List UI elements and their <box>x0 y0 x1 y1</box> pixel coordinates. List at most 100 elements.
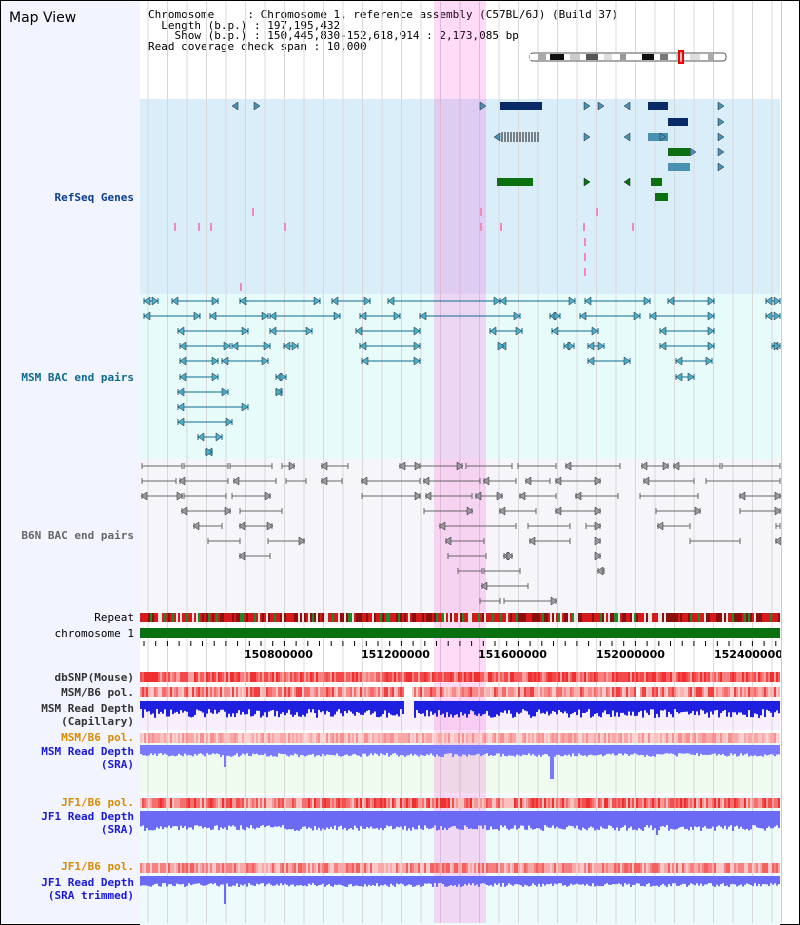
msm-b6-pol-cell <box>222 687 224 697</box>
jf1-pol-label[interactable]: JF1/B6 pol. <box>61 796 134 809</box>
msm-depth-sra-label-1[interactable]: MSM Read Depth <box>41 745 134 758</box>
msm-capillary-depth-bar <box>376 701 378 717</box>
repeat-element <box>490 613 492 622</box>
dbsnp-cell <box>636 672 638 682</box>
msm-b6-pol2-cell <box>584 733 586 743</box>
msm-b6-pol-label[interactable]: MSM/B6 pol. <box>61 686 134 699</box>
jf1-sra-depth-bar <box>430 811 432 829</box>
jf1-pol2-cell <box>332 863 334 873</box>
repeat-element <box>334 613 336 622</box>
msm-sra-depth-bar <box>494 745 496 756</box>
jf1-sra-depth-bar <box>672 811 674 830</box>
b6n-bac-label[interactable]: B6N BAC end pairs <box>21 529 134 542</box>
msm-capillary-depth-bar <box>702 701 704 711</box>
dbsnp-cell <box>470 672 472 682</box>
msm-b6-pol-cell <box>480 687 482 697</box>
msm-b6-pol-cell <box>544 687 546 697</box>
refseq-genes-label[interactable]: RefSeq Genes <box>54 191 134 204</box>
jf1-pol-cell <box>376 798 378 808</box>
jf1-trim-depth-bar <box>432 876 434 887</box>
msm-b6-pol2-cell <box>720 733 722 743</box>
msm-b6-pol2-cell <box>238 733 240 743</box>
dbsnp-cell <box>610 672 612 682</box>
jf1-trim-depth-bar <box>220 876 222 885</box>
jf1-depth-label-1[interactable]: JF1 Read Depth <box>41 810 134 823</box>
vertical-scrollbar[interactable] <box>781 1 799 923</box>
repeat-element <box>778 613 780 622</box>
jf1-pol-cell <box>164 798 166 808</box>
msm-sra-depth-bar <box>408 745 410 756</box>
jf1-trim-depth-bar <box>224 876 226 904</box>
jf1-trim-depth-bar <box>528 876 530 887</box>
jf1-trim-depth-bar <box>230 876 232 887</box>
jf1-pol2-cell <box>408 863 410 873</box>
msm-b6-pol2-cell <box>320 733 322 743</box>
repeat-element <box>452 613 454 622</box>
msm-sra-depth-bar <box>314 745 316 757</box>
jf1-sra-depth-bar <box>194 811 196 826</box>
repeat-element <box>450 613 452 622</box>
msm-b6-pol-cell <box>710 687 712 697</box>
jf1-pol-cell <box>222 798 224 808</box>
jf1-pol-cell <box>150 798 152 808</box>
jf1-pol2-cell <box>476 863 478 873</box>
jf1-pol-cell <box>676 798 678 808</box>
msm-capillary-depth-bar <box>548 701 550 716</box>
jf1-pol-cell <box>174 798 176 808</box>
msm-capillary-depth-bar <box>774 701 776 713</box>
msm-bac-end <box>515 326 523 336</box>
jf1-sra-depth-bar <box>172 811 174 827</box>
jf1-pol2-cell <box>236 863 238 873</box>
msm-b6-pol2-cell <box>422 733 424 743</box>
jf1-pol-cell <box>292 798 294 808</box>
msm-capillary-depth-bar <box>706 701 708 713</box>
dbsnp-label[interactable]: dbSNP(Mouse) <box>54 671 134 684</box>
jf1-sra-depth-bar <box>706 811 708 829</box>
msm-b6-pol2-cell <box>348 733 350 743</box>
msm-b6-pol2-label[interactable]: MSM/B6 pol. <box>61 731 134 744</box>
selected-region-highlight[interactable] <box>434 1 486 923</box>
msm-sra-depth-bar <box>372 745 374 756</box>
jf1-pol2-cell <box>364 863 366 873</box>
msm-depth-cap-label-1[interactable]: MSM Read Depth <box>41 702 134 715</box>
dbsnp-cell <box>242 672 244 682</box>
msm-b6-pol-cell <box>384 687 386 697</box>
jf1-pol2-cell <box>694 863 696 873</box>
dbsnp-cell <box>196 672 198 682</box>
jf1-trim-depth-bar <box>366 876 368 887</box>
jf1-trim-depth-bar <box>374 876 376 886</box>
jf1-trim-label-1[interactable]: JF1 Read Depth <box>41 876 134 889</box>
jf1-pol2-cell <box>636 863 638 873</box>
msm-sra-depth-bar <box>474 745 476 756</box>
dbsnp-cell <box>480 672 482 682</box>
jf1-sra-depth-bar <box>332 811 334 829</box>
msm-bac-label[interactable]: MSM BAC end pairs <box>21 371 134 384</box>
jf1-pol-cell <box>236 798 238 808</box>
msm-b6-pol-cell <box>422 687 424 697</box>
msm-capillary-depth-bar <box>732 701 734 713</box>
jf1-pol-cell <box>306 798 308 808</box>
jf1-trim-depth-bar <box>594 876 596 887</box>
msm-capillary-depth-bar <box>742 701 744 715</box>
jf1-pol2-cell <box>296 863 298 873</box>
msm-sra-depth-bar <box>438 745 440 757</box>
msm-b6-pol2-cell <box>676 733 678 743</box>
msm-b6-pol-cell <box>232 687 234 697</box>
jf1-trim-depth-bar <box>358 876 360 887</box>
msm-sra-depth-bar <box>216 745 218 754</box>
msm-sra-depth-bar <box>392 745 394 754</box>
msm-capillary-depth-bar <box>746 701 748 717</box>
msm-capillary-depth-bar <box>538 701 540 710</box>
msm-capillary-depth-bar <box>336 701 338 712</box>
msm-b6-pol2-cell <box>568 733 570 743</box>
jf1-trim-depth-bar <box>732 876 734 884</box>
msm-capillary-depth-bar <box>648 701 650 715</box>
msm-sra-depth-bar <box>592 745 594 756</box>
repeat-element <box>590 613 592 622</box>
jf1-sra-depth-bar <box>640 811 642 830</box>
jf1-pol2-label[interactable]: JF1/B6 pol. <box>61 860 134 873</box>
msm-capillary-depth-bar <box>730 701 732 718</box>
b6n-bac-end <box>574 491 582 501</box>
jf1-trim-depth-bar <box>686 876 688 887</box>
